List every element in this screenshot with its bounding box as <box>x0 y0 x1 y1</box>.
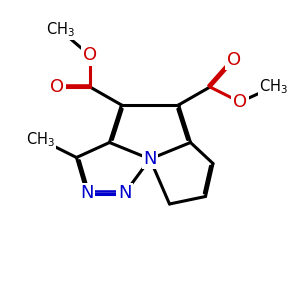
Text: O: O <box>50 78 64 96</box>
Text: O: O <box>227 51 241 69</box>
Text: O: O <box>83 46 97 64</box>
Text: N: N <box>118 184 131 202</box>
Text: O: O <box>233 93 247 111</box>
Text: N: N <box>80 184 94 202</box>
Text: CH$_3$: CH$_3$ <box>46 21 74 39</box>
Text: N: N <box>143 150 157 168</box>
Text: CH$_3$: CH$_3$ <box>259 78 287 96</box>
Text: CH$_3$: CH$_3$ <box>26 130 55 149</box>
